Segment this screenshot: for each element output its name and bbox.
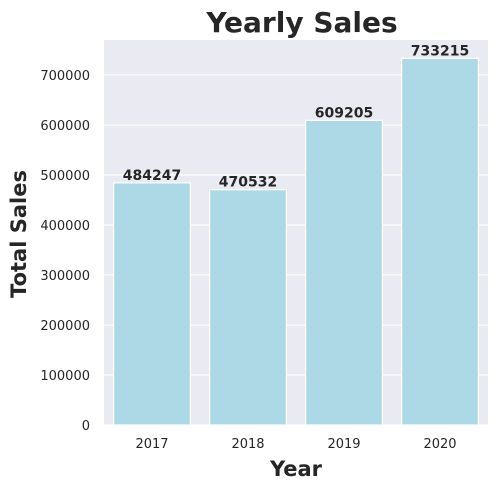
data-label: 484247 — [123, 168, 181, 184]
y-tick-label: 200000 — [40, 319, 90, 334]
y-tick-labels: 0 100000 200000 300000 400000 500000 600000 700… — [40, 69, 90, 434]
bar-2019 — [305, 119, 384, 426]
bar-2017 — [112, 182, 192, 426]
y-tick-label: 500000 — [40, 169, 90, 184]
y-tick-label: 0 — [82, 419, 90, 434]
bar-2018 — [209, 189, 288, 426]
x-tick-labels: 2017 2018 2019 2020 — [135, 437, 456, 452]
data-label: 609205 — [315, 105, 373, 121]
y-tick-label: 600000 — [40, 119, 90, 134]
data-labels: 484247 470532 609205 733215 — [123, 43, 469, 190]
y-tick-label: 300000 — [40, 269, 90, 284]
x-axis-label: Year — [269, 457, 323, 481]
bars — [112, 57, 480, 426]
x-tick-label: 2020 — [423, 437, 456, 452]
y-tick-label: 100000 — [40, 369, 90, 384]
data-label: 470532 — [219, 175, 277, 191]
x-tick-label: 2017 — [135, 437, 168, 452]
x-tick-label: 2018 — [231, 437, 264, 452]
bar-2020 — [401, 57, 480, 426]
y-tick-label: 700000 — [40, 69, 90, 84]
x-tick-label: 2019 — [327, 437, 360, 452]
data-label: 733215 — [411, 43, 469, 59]
chart-title: Yearly Sales — [205, 6, 397, 39]
y-tick-label: 400000 — [40, 219, 90, 234]
y-axis-label: Total Sales — [7, 170, 31, 298]
